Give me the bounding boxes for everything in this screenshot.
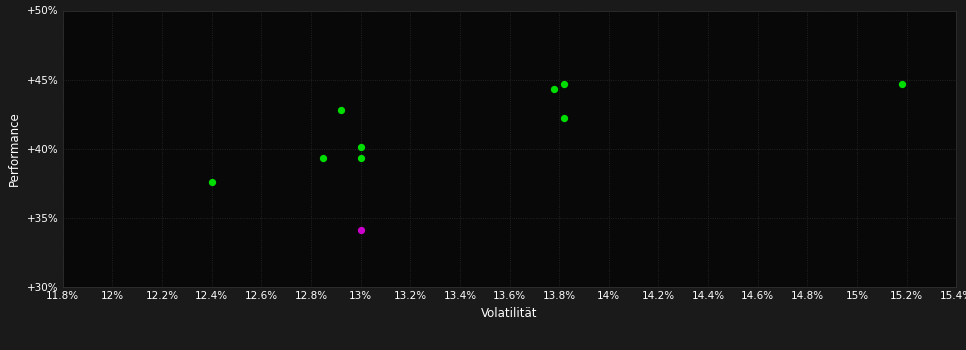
Y-axis label: Performance: Performance [9, 111, 21, 186]
Point [894, 81, 909, 86]
Point [333, 107, 349, 113]
Point [547, 86, 562, 92]
X-axis label: Volatilität: Volatilität [481, 307, 538, 320]
Point [316, 156, 331, 161]
Point [556, 116, 572, 121]
Point [556, 81, 572, 86]
Point [353, 145, 368, 150]
Point [353, 156, 368, 161]
Point [353, 228, 368, 233]
Point [204, 179, 219, 185]
